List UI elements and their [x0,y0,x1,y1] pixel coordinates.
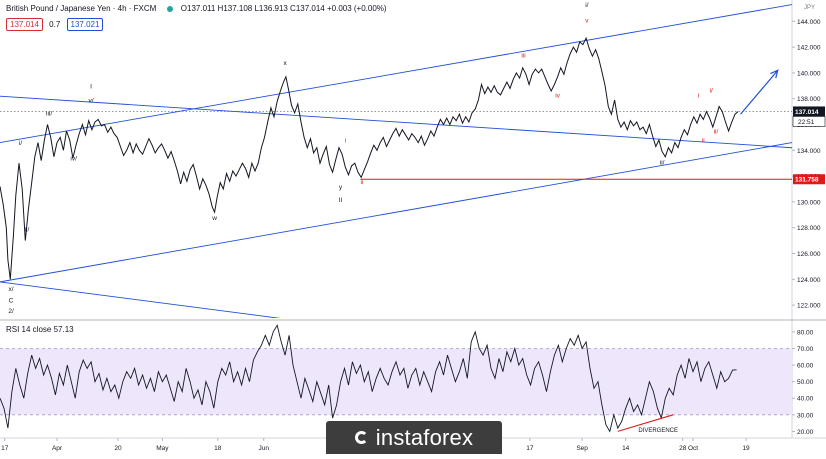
wave-label: iii/ [46,111,52,118]
price-tick-label: 130.000 [797,199,821,206]
rsi-last-value: 57.13 [53,325,74,334]
last-price-tag: 137.014 [795,109,819,116]
logo-ring-icon [354,431,368,444]
bid-badge[interactable]: 137.014 [6,18,43,31]
wave-label: ii [360,179,363,186]
wave-label: 2/ [8,308,14,315]
time-tick-label: May [156,445,169,452]
projection-arrow-shaft [740,69,779,115]
price-pane: i/ii/iii/iv/v/Ix/C2/wxyIIiiiiiiivvi/ii/i… [0,2,792,318]
instaforex-logo: instaforex [326,421,502,454]
trend-line [0,4,792,144]
price-tick-label: 122.000 [797,303,821,310]
trend-line [0,142,792,283]
market-status-icon [166,5,173,12]
time-tick-label: 14 [622,445,630,452]
price-tick-label: 138.000 [797,96,821,103]
ohlc-readout: O137.011 H137.108 L136.913 C137.014 +0.0… [180,4,387,13]
rsi-tick-label: 50.00 [797,379,814,386]
price-series-line [0,36,739,280]
quote-badges: 137.014 0.7 137.021 [6,18,107,31]
countdown-tag: 22:51 [798,119,815,126]
rsi-legend: RSI 14 close 57.13 [6,325,74,334]
wave-label: II [339,197,343,204]
symbol-title: British Pound / Japanese Yen · 4h · FXCM [6,4,157,13]
price-tick-label: 134.000 [797,148,821,155]
ask-badge[interactable]: 137.021 [66,18,104,31]
price-tick-label: 140.000 [797,70,821,77]
rsi-tick-label: 70.00 [797,346,814,353]
level-price-tag-bg [793,174,825,185]
rsi-indicator-name: RSI 14 close [6,325,52,334]
time-tick-label: Jun [258,445,269,452]
price-axis-bg [792,0,826,454]
time-tick-label: 28 [679,445,687,452]
wave-label: i/ [19,140,22,147]
wave-label: y [339,184,343,191]
time-tick-label: 18 [214,445,222,452]
last-price-tag-bg [793,106,825,117]
wave-label: I [90,83,92,90]
spread-value: 0.7 [49,20,61,29]
chart-header: British Pound / Japanese Yen · 4h · FXCM… [6,4,387,13]
rsi-tick-label: 60.00 [797,363,814,370]
time-tick-label: 19 [742,445,750,452]
rsi-tick-label: 30.00 [797,412,814,419]
level-price-tag: 131.758 [795,177,819,184]
rsi-tick-label: 20.00 [797,429,814,436]
wave-label: iv [555,92,560,99]
wave-label: ii/ [714,129,719,136]
wave-label: ii/ [25,227,30,234]
rsi-series-line [0,324,737,433]
wave-label: x/ [9,286,14,293]
wave-label: iii [521,52,525,59]
time-tick-label: Oct [688,445,698,452]
time-tick-label: 20 [114,445,122,452]
wave-label: iv/ [70,156,77,163]
wave-label: ii/ [660,160,665,167]
wave-label: w [211,215,217,222]
rsi-pane: DIVERGENCE [0,324,737,434]
wave-label: x [283,60,287,67]
time-tick-label: 17 [1,445,9,452]
divergence-label: DIVERGENCE [638,428,678,434]
logo-text: instaforex [375,424,474,450]
time-tick-label: Apr [52,445,63,452]
rsi-tick-label: 80.00 [797,329,814,336]
wave-label: ii [702,138,705,145]
price-tick-label: 144.000 [797,19,821,26]
countdown-tag-bg [792,116,826,127]
wave-label: C [9,298,14,305]
time-tick-label: Sep [576,445,588,452]
rsi-tick-label: 40.00 [797,396,814,403]
trend-line [0,281,281,318]
trend-line [0,95,792,149]
price-tick-label: 142.000 [797,45,821,52]
price-tick-label: 126.000 [797,251,821,258]
wave-label: i [345,138,346,145]
wave-label: i/ [585,2,588,9]
wave-label: i [698,92,699,99]
rsi-band [0,348,792,415]
currency-axis-label: JPY [804,5,815,11]
price-tick-label: 128.000 [797,225,821,232]
divergence-line [617,414,674,432]
time-tick-label: 17 [526,445,534,452]
wave-label: i/ [710,87,713,94]
price-tick-label: 124.000 [797,277,821,284]
projection-arrow-head [770,69,779,79]
wave-label: v [585,18,589,25]
wave-label: v/ [89,98,94,105]
